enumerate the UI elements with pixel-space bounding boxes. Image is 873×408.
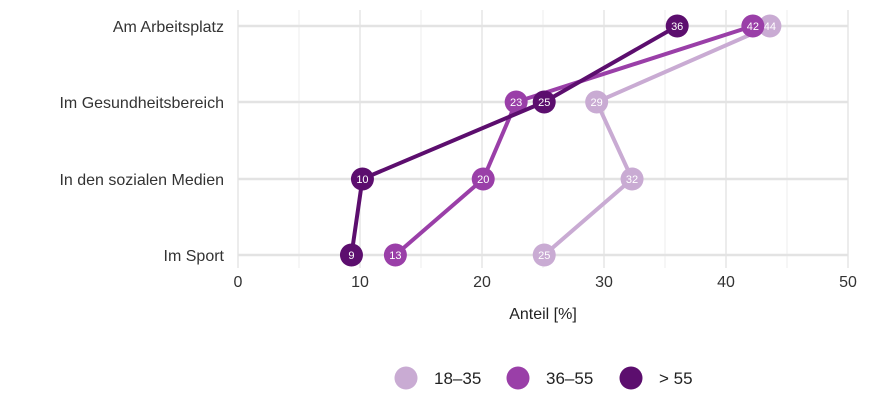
- x-tick-label: 20: [473, 274, 491, 291]
- data-label: 29: [591, 97, 603, 109]
- legend-key: [394, 366, 418, 390]
- data-point: [383, 243, 407, 267]
- series-2: 42 23 20 13: [383, 14, 765, 267]
- data-point: [350, 167, 374, 191]
- series-group: 44 29 32 25 42 23 20 13 36 25 10 9: [339, 14, 782, 267]
- series-line: [394, 24, 754, 257]
- x-tick-label: 10: [351, 274, 369, 291]
- data-point: [620, 167, 644, 191]
- legend: 18–35 36–55 > 55: [394, 366, 693, 390]
- data-label: 23: [510, 97, 522, 109]
- grid: [237, 10, 849, 268]
- legend-label: 18–35: [434, 369, 481, 388]
- series-1: 44 29 32 25: [532, 14, 782, 267]
- x-tick-label: 40: [717, 274, 735, 291]
- data-point: [504, 90, 528, 114]
- data-label: 10: [356, 174, 368, 186]
- legend-key: [506, 366, 530, 390]
- data-point: [665, 14, 689, 38]
- data-point: [741, 14, 765, 38]
- series-3: 36 25 10 9: [339, 14, 689, 267]
- data-label: 36: [671, 21, 683, 33]
- data-label: 20: [477, 174, 489, 186]
- x-tick-labels: 0 10 20 30 40 50: [234, 274, 857, 291]
- series-line: [542, 24, 771, 257]
- data-label: 9: [348, 250, 354, 262]
- data-point: [585, 90, 609, 114]
- data-label: 13: [389, 250, 401, 262]
- data-label: 44: [764, 21, 776, 33]
- x-axis-title: Anteil [%]: [509, 306, 577, 323]
- data-point: [532, 243, 556, 267]
- category-label: Am Arbeitsplatz: [113, 19, 224, 36]
- data-point: [471, 167, 495, 191]
- category-label: In den sozialen Medien: [59, 172, 224, 189]
- data-label: 42: [747, 21, 759, 33]
- x-tick-label: 30: [595, 274, 613, 291]
- x-tick-label: 50: [839, 274, 857, 291]
- x-tick-label: 0: [234, 274, 243, 291]
- legend-label: > 55: [659, 369, 693, 388]
- data-point: [339, 243, 363, 267]
- legend-key: [619, 366, 643, 390]
- data-label: 25: [538, 97, 550, 109]
- category-labels: Am Arbeitsplatz Im Gesundheitsbereich In d…: [59, 19, 224, 265]
- legend-label: 36–55: [546, 369, 593, 388]
- category-label: Im Sport: [164, 248, 225, 265]
- data-label: 32: [626, 174, 638, 186]
- data-point: [532, 90, 556, 114]
- series-line: [349, 24, 679, 256]
- category-label: Im Gesundheitsbereich: [59, 95, 224, 112]
- data-label: 25: [538, 250, 550, 262]
- data-point: [758, 14, 782, 38]
